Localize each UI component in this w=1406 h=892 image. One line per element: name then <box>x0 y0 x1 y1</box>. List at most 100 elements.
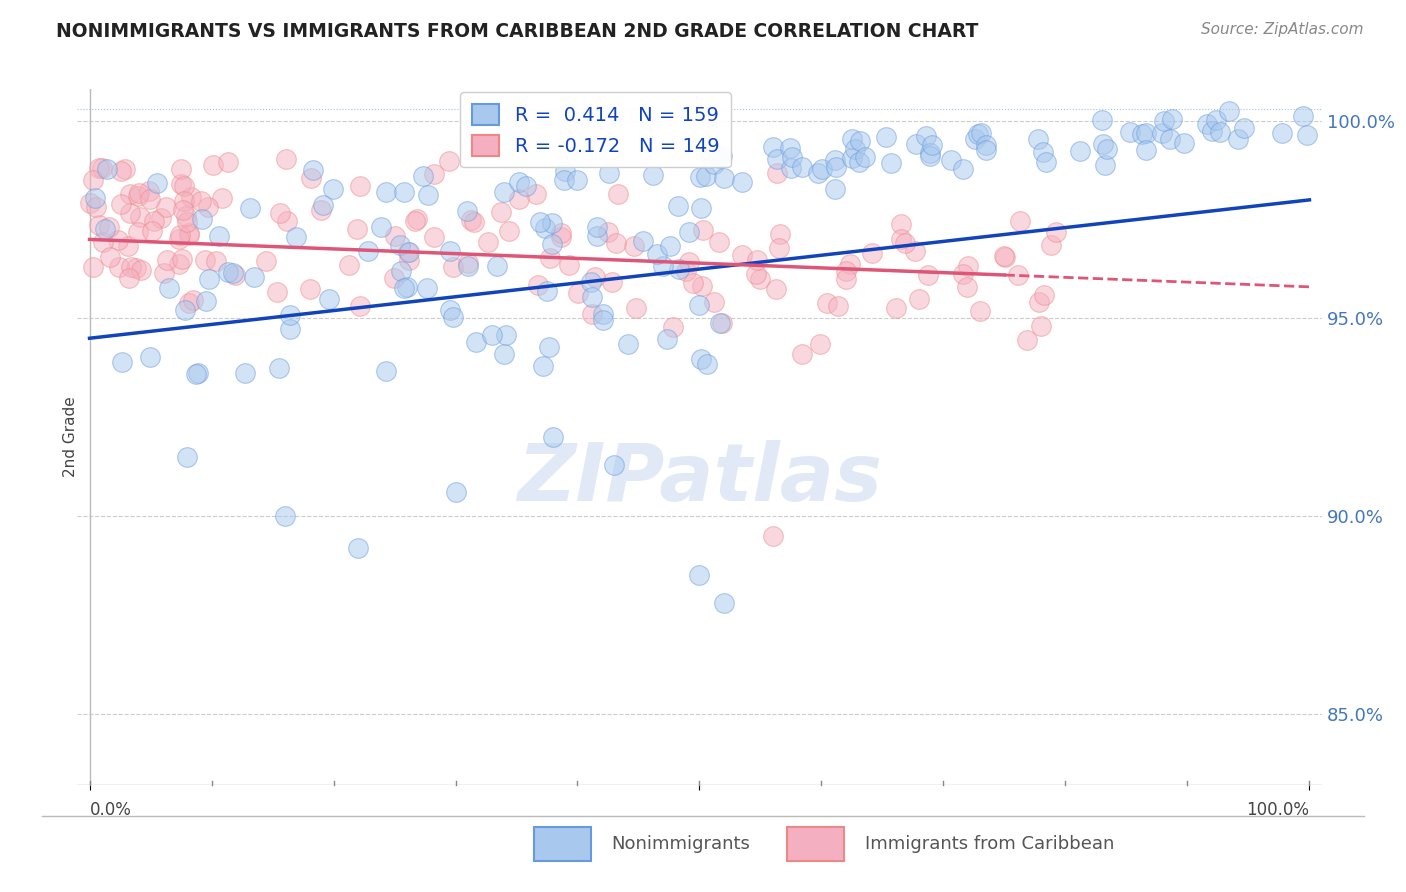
Point <box>731 175 754 189</box>
Point <box>1094 158 1116 172</box>
Point <box>541 216 564 230</box>
Point <box>531 359 554 374</box>
Point <box>398 253 420 268</box>
Point <box>623 238 645 252</box>
Point <box>848 154 870 169</box>
Point <box>824 182 846 196</box>
Point <box>841 151 863 165</box>
Point <box>276 213 298 227</box>
Point <box>553 173 575 187</box>
Point <box>180 189 202 203</box>
Point <box>970 126 993 140</box>
Point <box>605 235 627 250</box>
Point <box>117 239 139 253</box>
Point <box>486 259 509 273</box>
Point <box>274 152 297 166</box>
Point <box>217 155 239 169</box>
Point <box>110 163 132 178</box>
Point <box>187 367 209 381</box>
Point <box>481 327 503 342</box>
Point <box>602 275 624 289</box>
Point <box>969 303 991 318</box>
Point <box>585 220 607 235</box>
Point <box>875 129 897 144</box>
Point <box>441 310 464 324</box>
Point <box>598 166 620 180</box>
Point <box>1153 114 1175 128</box>
Point <box>183 293 205 308</box>
Point <box>375 185 398 199</box>
Point <box>1271 126 1294 140</box>
Point <box>782 150 804 164</box>
Point <box>87 161 110 176</box>
Point <box>1033 287 1056 301</box>
Point <box>554 164 576 178</box>
Point <box>844 142 866 156</box>
Point <box>217 265 239 279</box>
Point <box>278 308 301 322</box>
Point <box>690 352 713 367</box>
Point <box>529 215 551 229</box>
Point <box>779 141 801 155</box>
Point <box>1295 128 1317 143</box>
Point <box>905 137 928 152</box>
Point <box>533 220 555 235</box>
Point <box>682 277 704 291</box>
Point <box>853 150 876 164</box>
Point <box>498 224 520 238</box>
Point <box>1209 125 1232 139</box>
Point <box>125 260 148 275</box>
Point <box>347 541 370 555</box>
Point <box>395 280 418 294</box>
Point <box>598 226 620 240</box>
Point <box>567 286 589 301</box>
Point <box>536 284 558 298</box>
Point <box>118 206 141 220</box>
Point <box>624 301 647 315</box>
Point <box>172 202 194 217</box>
Point <box>444 485 467 500</box>
Point <box>191 212 214 227</box>
Point <box>111 355 134 369</box>
Point <box>309 202 332 217</box>
Point <box>657 332 679 346</box>
Point <box>107 233 129 247</box>
Point <box>233 366 256 380</box>
Point <box>197 272 219 286</box>
Point <box>779 161 801 175</box>
Point <box>441 260 464 274</box>
Point <box>337 258 360 272</box>
Point <box>884 301 907 315</box>
Point <box>138 192 160 206</box>
Point <box>1292 109 1315 123</box>
Text: Immigrants from Caribbean: Immigrants from Caribbean <box>865 835 1114 853</box>
Point <box>84 200 107 214</box>
Point <box>370 219 392 234</box>
Point <box>349 179 371 194</box>
Point <box>824 153 846 167</box>
Point <box>94 222 117 236</box>
Point <box>155 200 177 214</box>
Point <box>1205 113 1227 128</box>
Point <box>194 252 217 267</box>
Point <box>689 169 711 184</box>
Point <box>82 173 104 187</box>
Point <box>592 313 614 327</box>
Point <box>197 200 219 214</box>
Point <box>184 368 207 382</box>
Point <box>745 252 768 267</box>
Point <box>201 158 224 172</box>
Point <box>994 250 1017 264</box>
Point <box>477 235 499 250</box>
Point <box>299 171 322 186</box>
Point <box>456 203 478 218</box>
Point <box>1218 103 1240 118</box>
Point <box>835 272 858 286</box>
Point <box>550 226 572 240</box>
Point <box>170 162 193 177</box>
Point <box>82 260 104 274</box>
Point <box>993 249 1015 263</box>
Point <box>581 307 603 321</box>
Point <box>690 279 713 293</box>
Y-axis label: 2nd Grade: 2nd Grade <box>63 397 77 477</box>
